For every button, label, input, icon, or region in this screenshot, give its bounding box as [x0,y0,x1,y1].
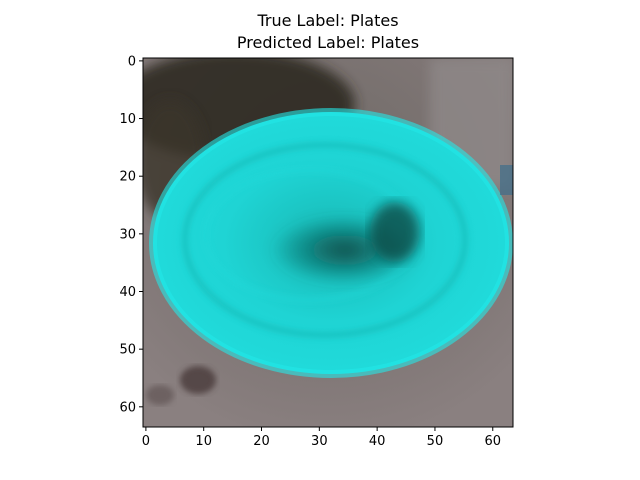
x-tick-label: 40 [369,434,386,449]
y-tick-label: 60 [119,400,136,415]
title-true-label: True Label: Plates [257,11,399,30]
x-tick-label: 0 [142,434,150,449]
y-tick-label: 40 [119,285,136,300]
y-axis: 0 10 20 30 40 50 60 [119,54,143,415]
x-tick-label: 20 [253,434,270,449]
y-tick-label: 50 [119,343,136,358]
x-tick-label: 50 [427,434,444,449]
y-tick-label: 0 [128,54,136,69]
y-tick-label: 20 [119,170,136,185]
axes-frame [142,57,514,428]
title-predicted-label: Predicted Label: Plates [236,33,420,52]
x-axis: 0 10 20 30 40 50 60 [142,427,501,449]
y-tick-label: 30 [119,227,136,242]
x-tick-label: 10 [195,434,212,449]
x-tick-label: 60 [484,434,501,449]
photo [143,58,513,427]
y-tick-label: 10 [119,112,136,127]
x-tick-label: 30 [311,434,328,449]
